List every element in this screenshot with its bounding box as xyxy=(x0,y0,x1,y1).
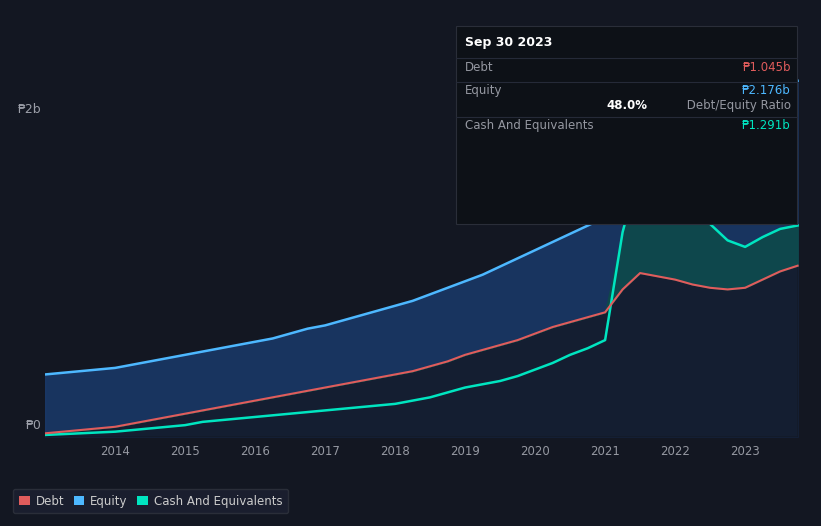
Text: ₱0: ₱0 xyxy=(25,419,41,432)
Text: Sep 30 2023: Sep 30 2023 xyxy=(465,36,552,49)
Text: Debt: Debt xyxy=(465,61,493,74)
Text: Debt/Equity Ratio: Debt/Equity Ratio xyxy=(682,99,791,113)
Text: ₱2.176b: ₱2.176b xyxy=(742,84,791,97)
Text: ₱2b: ₱2b xyxy=(18,103,41,116)
Text: Equity: Equity xyxy=(465,84,502,97)
Text: Cash And Equivalents: Cash And Equivalents xyxy=(465,119,594,132)
Text: ₱1.045b: ₱1.045b xyxy=(742,61,791,74)
Text: 48.0%: 48.0% xyxy=(607,99,648,113)
Legend: Debt, Equity, Cash And Equivalents: Debt, Equity, Cash And Equivalents xyxy=(13,489,288,513)
Text: ₱1.291b: ₱1.291b xyxy=(742,119,791,132)
